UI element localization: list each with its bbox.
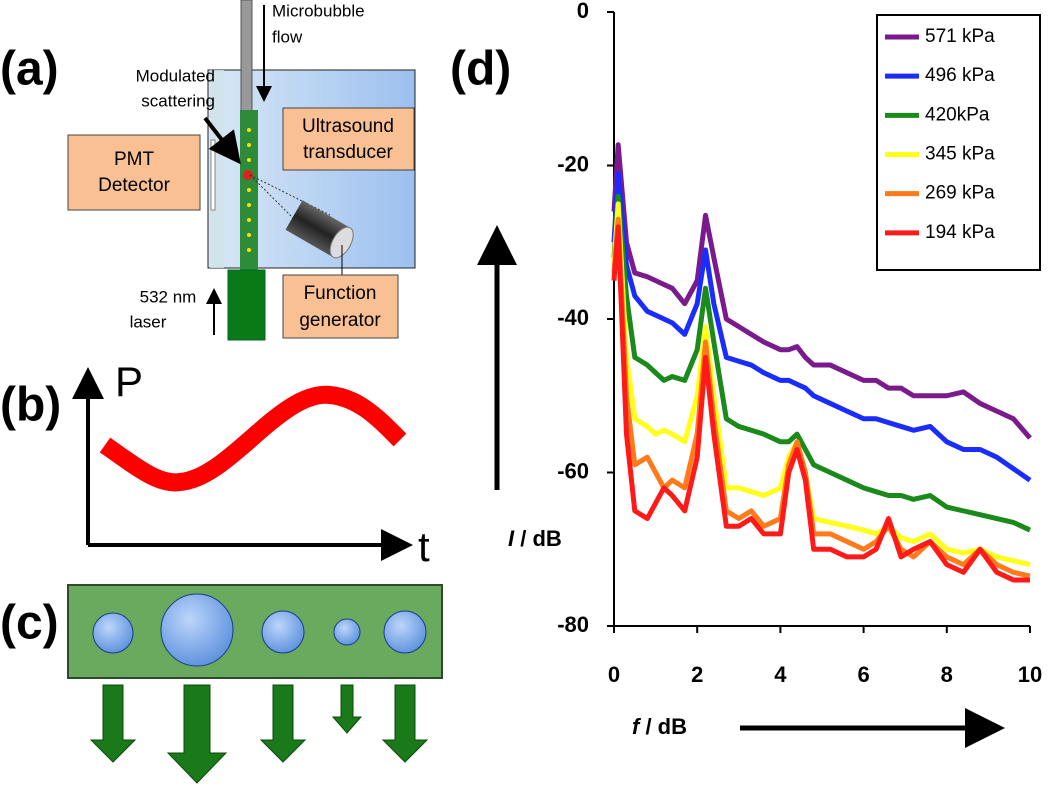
panel-c: (c) bbox=[0, 584, 443, 784]
transducer-box bbox=[282, 107, 415, 171]
label: scattering bbox=[141, 91, 215, 110]
laser bbox=[227, 269, 266, 341]
transducer-cylinder bbox=[285, 200, 354, 259]
y-axis-label-text: / dB bbox=[514, 526, 562, 551]
axis-label: P bbox=[115, 358, 143, 405]
legend-box bbox=[876, 14, 1041, 271]
label: laser bbox=[130, 312, 167, 331]
legend-label: 571 kPa bbox=[925, 26, 995, 47]
series-line bbox=[611, 224, 1030, 583]
axis-label: t bbox=[418, 523, 430, 570]
dashed bbox=[249, 174, 331, 216]
x-axis-label-text: / dB bbox=[639, 714, 687, 739]
scatter-arrows bbox=[89, 684, 429, 784]
panel-label: (d) bbox=[450, 43, 511, 96]
y-tick-label: -80 bbox=[557, 612, 589, 637]
y-tick-label: -40 bbox=[557, 305, 589, 330]
label: Detector bbox=[98, 175, 170, 196]
x-axis-label: f / dB bbox=[632, 714, 687, 739]
series-line bbox=[611, 201, 1031, 568]
panel-d: (d) I / dB f / dB 0 -20 -40 -60 -80 0 2 4 6 8 10 57… bbox=[450, 0, 1042, 748]
legend-label: 345 kPa bbox=[925, 144, 995, 165]
y-tick-label: -20 bbox=[557, 151, 589, 176]
x-tick-label: 0 bbox=[608, 662, 620, 687]
y-tick-label: 0 bbox=[577, 0, 589, 23]
label: PMT bbox=[114, 149, 155, 170]
x-tick-label: 8 bbox=[941, 662, 953, 687]
legend-label: 269 kPa bbox=[925, 183, 995, 204]
focus bbox=[243, 170, 253, 180]
panel-label: (b) bbox=[0, 379, 61, 432]
x-axis-label-italic: f bbox=[632, 714, 642, 739]
panel-label: (a) bbox=[0, 43, 59, 96]
y-tick-label: -60 bbox=[557, 458, 589, 483]
panel-a: (a) PMT Detector Ultrasound transducer F… bbox=[0, 0, 416, 341]
detector-box bbox=[67, 134, 201, 211]
label: Function bbox=[304, 283, 377, 304]
label: flow bbox=[272, 27, 303, 46]
label: Ultrasound bbox=[302, 116, 394, 137]
y-axis-label-italic: I bbox=[508, 526, 515, 551]
legend-label: 420kPa bbox=[925, 104, 990, 125]
panel-b: (b) P t bbox=[0, 358, 430, 570]
arrow bbox=[203, 116, 241, 165]
x-tick-label: 10 bbox=[1018, 662, 1042, 687]
series-line bbox=[611, 193, 1032, 533]
generator-box bbox=[282, 274, 399, 339]
window bbox=[210, 70, 224, 268]
label: transducer bbox=[303, 142, 393, 163]
y-axis-label: I / dB bbox=[508, 526, 562, 551]
dashed bbox=[249, 174, 321, 246]
inlet-tube bbox=[240, 0, 253, 121]
legend-label: 496 kPa bbox=[925, 65, 995, 86]
label: 532 nm bbox=[140, 287, 197, 306]
x-tick-label: 2 bbox=[691, 662, 703, 687]
beam bbox=[240, 110, 258, 275]
bubbles bbox=[92, 593, 427, 667]
label: generator bbox=[299, 310, 381, 331]
detector-window bbox=[210, 139, 216, 211]
legend-label: 194 kPa bbox=[925, 222, 995, 243]
series-line bbox=[611, 142, 1032, 440]
series-line bbox=[611, 170, 1032, 483]
pressure-wave bbox=[99, 385, 407, 492]
panel-label: (c) bbox=[0, 597, 59, 650]
label: Modulated bbox=[136, 66, 215, 85]
x-tick-label: 6 bbox=[857, 662, 869, 687]
bubbles bbox=[247, 128, 251, 252]
x-tick-label: 4 bbox=[774, 662, 787, 687]
label: Microbubble bbox=[272, 1, 365, 20]
